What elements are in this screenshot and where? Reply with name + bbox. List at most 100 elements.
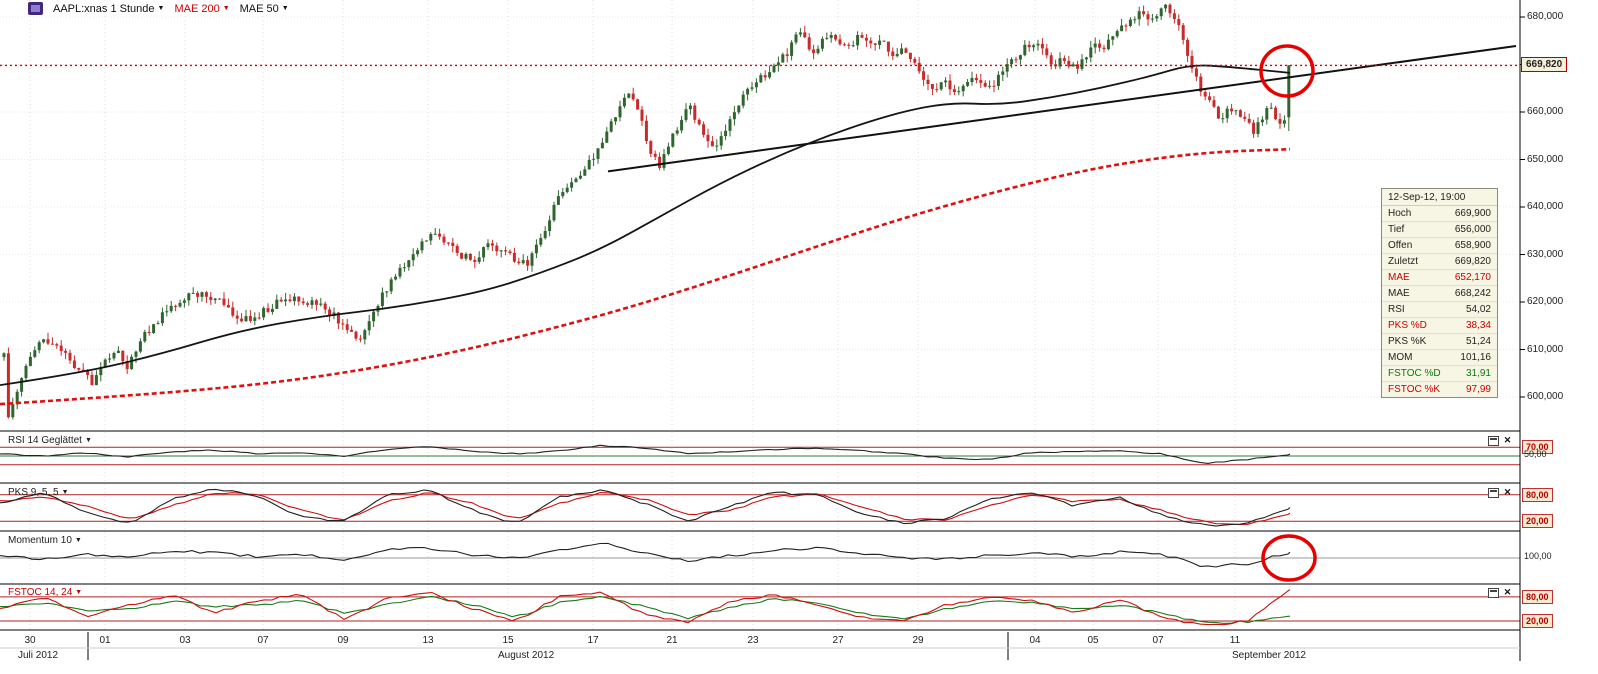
x-axis-tick-label: 07 <box>1152 635 1164 646</box>
tooltip-row-value: 669,900 <box>1454 208 1491 219</box>
instrument-label: AAPL:xnas 1 Stunde <box>53 2 155 15</box>
tooltip-row-value: 652,170 <box>1454 272 1491 283</box>
rsi-line <box>0 444 1291 464</box>
fstoc-title-label: FSTOC 14, 24 <box>8 587 73 598</box>
x-axis-tick-label: 09 <box>337 635 349 646</box>
tooltip-row: FSTOC %K 97,99 <box>1382 382 1497 397</box>
panel-restore-button[interactable] <box>1488 436 1499 446</box>
tooltip-row-label: PKS %K <box>1388 336 1427 347</box>
tooltip-row-label: PKS %D <box>1388 320 1427 331</box>
trendline[interactable] <box>607 45 1517 173</box>
momentum-line <box>0 542 1291 568</box>
chevron-down-icon: ▼ <box>74 537 82 544</box>
tooltip-row-value: 54,02 <box>1465 304 1491 315</box>
y-axis-label: 660,000 <box>1527 106 1564 117</box>
panel-title-momentum[interactable]: Momentum 10 ▼ <box>8 535 82 546</box>
level-badge-rsi: 70,00 <box>1522 440 1553 454</box>
mae-200-line <box>0 147 1291 406</box>
tooltip-row-label: MAE <box>1388 272 1410 283</box>
y-axis-label: 620,000 <box>1527 296 1564 307</box>
tooltip-row-value: 51,24 <box>1465 336 1491 347</box>
tooltip-row: RSI 54,02 <box>1382 302 1497 318</box>
x-axis-tick-label: 17 <box>587 635 599 646</box>
level-badge-rsi: 50,00 <box>1524 449 1547 459</box>
tooltip-row: Tief 656,000 <box>1382 222 1497 238</box>
indicator-mae200-selector[interactable]: MAE 200 ▼ <box>174 3 229 15</box>
pks-title-label: PKS 9, 5, 5 <box>8 487 59 498</box>
panel-separators <box>0 0 1525 661</box>
panel-title-pks[interactable]: PKS 9, 5, 5 ▼ <box>8 487 69 498</box>
level-badge-pks: 20,00 <box>1522 514 1553 528</box>
mae-50-line <box>0 64 1291 386</box>
pks_d-line <box>0 492 1291 526</box>
tooltip-row-value: 97,99 <box>1465 384 1491 395</box>
level-badge-momentum: 100,00 <box>1524 551 1552 561</box>
x-axis-tick-label: 29 <box>912 635 924 646</box>
tooltip-row: FSTOC %D 31,91 <box>1382 366 1497 382</box>
tooltip-row: Hoch 669,900 <box>1382 206 1497 222</box>
candlestick-series <box>2 3 1291 420</box>
y-axis-label: 600,000 <box>1527 391 1564 402</box>
panel-restore-button[interactable] <box>1488 488 1499 498</box>
tooltip-row-value: 656,000 <box>1454 224 1491 235</box>
tooltip-row-value: 38,34 <box>1465 320 1491 331</box>
panel-close-button[interactable]: ✕ <box>1503 487 1512 497</box>
chevron-down-icon: ▼ <box>222 5 230 12</box>
gridlines <box>0 0 1520 630</box>
panel-close-button[interactable]: ✕ <box>1503 435 1512 445</box>
x-axis-tick-label: 04 <box>1029 635 1041 646</box>
instrument-selector[interactable]: AAPL:xnas 1 Stunde ▼ <box>53 3 164 15</box>
tooltip-row-value: 669,820 <box>1454 256 1491 267</box>
level-badge-pks: 80,00 <box>1522 488 1553 502</box>
tooltip-header: 12-Sep-12, 19:00 <box>1382 189 1497 206</box>
y-axis-label: 680,000 <box>1527 11 1564 22</box>
indicator-mae50-label: MAE 50 <box>239 2 279 15</box>
annotation-circle <box>1261 534 1317 582</box>
tooltip-row: PKS %K 51,24 <box>1382 334 1497 350</box>
annotation-circle <box>1259 44 1315 98</box>
chart-toolbar: AAPL:xnas 1 Stunde ▼ MAE 200 ▼ MAE 50 ▼ <box>28 2 289 15</box>
tooltip-row-label: Tief <box>1388 224 1405 235</box>
tooltip-rows: Hoch 669,900 Tief 656,000 Offen 658,900 Zuletz… <box>1382 206 1497 397</box>
tooltip-row: MOM 101,16 <box>1382 350 1497 366</box>
tooltip-row-label: Offen <box>1388 240 1413 251</box>
x-axis-tick-label: 05 <box>1087 635 1099 646</box>
data-tooltip: 12-Sep-12, 19:00 Hoch 669,900 Tief 656,000 O… <box>1381 188 1498 398</box>
panel-title-rsi[interactable]: RSI 14 Geglättet ▼ <box>8 435 92 446</box>
tooltip-row-label: MOM <box>1388 352 1413 363</box>
tooltip-row: MAE 668,242 <box>1382 286 1497 302</box>
chevron-down-icon: ▼ <box>75 589 83 596</box>
chevron-down-icon: ▼ <box>281 5 289 12</box>
tooltip-row-label: FSTOC %D <box>1388 368 1441 379</box>
y-axis-label: 640,000 <box>1527 201 1564 212</box>
tooltip-row-value: 668,242 <box>1454 288 1491 299</box>
level-badge-fstoc: 20,00 <box>1522 614 1553 628</box>
x-axis-tick-label: 01 <box>99 635 111 646</box>
rsi-title-label: RSI 14 Geglättet <box>8 435 82 446</box>
chevron-down-icon: ▼ <box>84 437 92 444</box>
chevron-down-icon: ▼ <box>157 5 165 12</box>
tooltip-row-value: 658,900 <box>1454 240 1491 251</box>
fstoc_d-line <box>0 595 1291 624</box>
x-axis-month-label: Juli 2012 <box>18 650 59 661</box>
panel-restore-button[interactable] <box>1488 588 1499 598</box>
x-axis-tick-label: 27 <box>832 635 844 646</box>
current-price-badge: 669,820 <box>1521 57 1568 72</box>
pks_k-line <box>0 488 1291 527</box>
tooltip-row: Zuletzt 669,820 <box>1382 254 1497 270</box>
panel-close-button[interactable]: ✕ <box>1503 587 1512 597</box>
indicator-mae200-label: MAE 200 <box>174 2 220 15</box>
panel-title-fstoc[interactable]: FSTOC 14, 24 ▼ <box>8 587 82 598</box>
x-axis-tick-label: 23 <box>747 635 759 646</box>
instrument-icon <box>28 2 43 15</box>
x-axis-tick-label: 13 <box>422 635 434 646</box>
tooltip-row-label: FSTOC %K <box>1388 384 1441 395</box>
x-axis-tick-label: 03 <box>179 635 191 646</box>
indicator-mae50-selector[interactable]: MAE 50 ▼ <box>240 3 289 15</box>
x-axis-tick-label: 30 <box>24 635 36 646</box>
fstoc_k-line <box>0 589 1291 626</box>
momentum-title-label: Momentum 10 <box>8 535 72 546</box>
y-axis-label: 610,000 <box>1527 343 1564 355</box>
